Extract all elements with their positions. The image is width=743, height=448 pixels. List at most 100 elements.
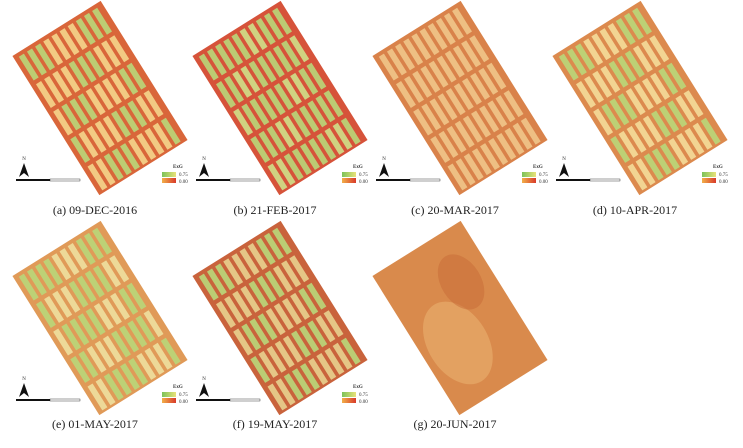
plot-strip	[332, 342, 353, 370]
legend-title: ExG	[713, 165, 723, 170]
plot-strip	[53, 328, 74, 356]
plot-strip	[127, 100, 148, 128]
plot-strip	[675, 95, 696, 123]
scale-bar	[16, 399, 50, 401]
plot-strip	[444, 50, 465, 78]
plot-strip	[445, 88, 466, 116]
plot-strip	[135, 315, 156, 343]
plot-strip	[44, 75, 65, 103]
plot-strip	[462, 115, 483, 143]
plot-strip	[215, 301, 236, 328]
legend-swatch-high	[702, 172, 716, 177]
plot-strip	[233, 108, 254, 136]
plot-strip	[378, 53, 399, 81]
plot-strip	[307, 100, 328, 128]
plot-strip	[281, 298, 302, 325]
plot-strip	[291, 368, 312, 396]
plot-strip	[299, 105, 320, 133]
plot-strip	[558, 53, 579, 81]
plot-strip	[650, 72, 671, 100]
legend-title: ExG	[173, 165, 183, 170]
plot-strip	[250, 136, 271, 163]
plot-strip	[599, 28, 620, 56]
plot-strip	[111, 148, 132, 176]
plot-strip	[92, 7, 113, 35]
plot-strip	[43, 38, 64, 66]
plot-strip	[69, 98, 90, 126]
plot-strip	[101, 298, 122, 325]
plot-strip	[495, 95, 516, 123]
plot-strip	[412, 70, 433, 98]
plot-strip	[308, 138, 329, 165]
plot-strip	[272, 45, 293, 73]
legend-min: 0.00	[719, 180, 728, 185]
plot-strip	[120, 143, 140, 171]
plot-strip	[92, 265, 113, 293]
plot-strip	[488, 138, 509, 165]
plot-strip	[60, 285, 81, 313]
plot-strip	[421, 103, 442, 131]
plot-strip	[291, 330, 311, 358]
plot-strip	[618, 130, 639, 158]
map-panel: N ExG 0.75 0.00	[12, 220, 188, 416]
scale-bar-light	[49, 398, 81, 402]
scale-bar-light	[409, 178, 441, 182]
panel-caption: (f) 19-MAY-2017	[233, 417, 318, 431]
plot-strip	[692, 122, 713, 150]
plot-strip	[264, 50, 285, 78]
plot-strip	[607, 23, 628, 50]
north-label: N	[22, 377, 26, 382]
plot-strip	[70, 136, 91, 163]
plot-strip	[126, 282, 147, 310]
plot-strip	[241, 103, 262, 131]
plot-strip	[627, 163, 648, 191]
legend-swatch-low	[702, 178, 716, 183]
plot-strip	[223, 38, 244, 66]
plot-strip	[152, 342, 173, 370]
plot-strip	[315, 95, 336, 123]
dark-patch	[437, 254, 485, 310]
plot-strip	[651, 148, 672, 176]
plot-strip	[608, 60, 629, 88]
plot-strip	[461, 78, 482, 105]
plot-strip	[67, 23, 88, 50]
plot-strip	[249, 98, 270, 126]
plot-strip	[281, 260, 302, 288]
plot-strip	[87, 383, 108, 411]
plot-strip	[248, 60, 269, 88]
plot-strip	[231, 33, 252, 61]
plot-strip	[265, 308, 286, 336]
plot-strip	[274, 340, 295, 368]
plot-strip	[59, 248, 80, 276]
plot-strip	[239, 28, 260, 56]
north-arrow	[559, 163, 569, 177]
plot-strip	[256, 275, 277, 303]
plot-strip	[324, 347, 345, 375]
plot-strip	[436, 55, 457, 83]
plot-strip	[101, 78, 122, 105]
plot-strip	[267, 383, 288, 411]
plot-strip	[275, 158, 296, 186]
plot-strip	[240, 65, 261, 93]
plot-strip	[291, 148, 312, 176]
plot-strip	[300, 143, 320, 171]
scale-bar-light	[589, 178, 621, 182]
legend-swatch-high	[342, 392, 356, 397]
legend-min: 0.00	[179, 400, 188, 405]
plot-strip	[291, 110, 311, 138]
legend-min: 0.00	[359, 400, 368, 405]
plot-strip	[70, 356, 91, 383]
plot-strip	[69, 318, 90, 346]
map-image	[192, 220, 368, 416]
plot-strip	[18, 273, 39, 301]
plot-strip	[443, 12, 464, 40]
plot-strip	[635, 158, 656, 186]
plot-strip	[77, 313, 98, 341]
plot-strip	[298, 67, 319, 95]
panel-caption: (e) 01-MAY-2017	[52, 417, 138, 431]
plot-strip	[256, 55, 277, 83]
plot-strip	[307, 320, 328, 348]
plot-strip	[85, 88, 106, 116]
legend-title: ExG	[533, 165, 543, 170]
